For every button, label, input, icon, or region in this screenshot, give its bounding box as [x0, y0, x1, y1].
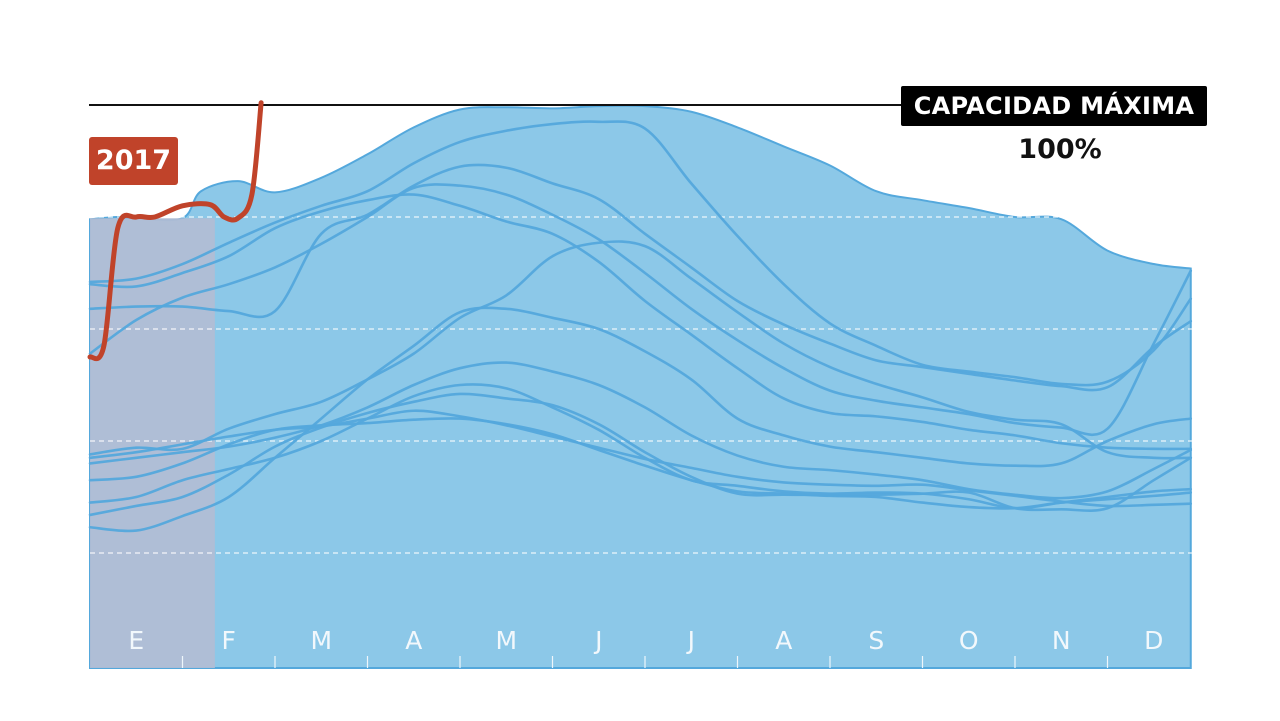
max-capacity-label: CAPACIDAD MÁXIMA: [901, 86, 1207, 126]
month-label: M: [310, 626, 333, 655]
month-label: D: [1144, 626, 1164, 655]
month-ticks: [181, 656, 1109, 668]
gridlines: [90, 216, 1200, 554]
max-envelope-area: [89, 104, 1192, 669]
month-label: E: [128, 626, 145, 655]
month-label: O: [958, 626, 979, 655]
month-label: J: [687, 626, 695, 655]
month-label: N: [1051, 626, 1071, 655]
month-label: F: [221, 626, 236, 655]
month-label: J: [595, 626, 603, 655]
month-label: A: [775, 626, 793, 655]
month-label: A: [405, 626, 423, 655]
series-2017-line: [87, 100, 264, 362]
year-2017-badge: 2017: [89, 137, 178, 185]
max-capacity-value: 100%: [1018, 134, 1102, 165]
month-label: M: [495, 626, 518, 655]
historic-series-lines: [88, 120, 1193, 533]
month-label: S: [868, 626, 885, 655]
